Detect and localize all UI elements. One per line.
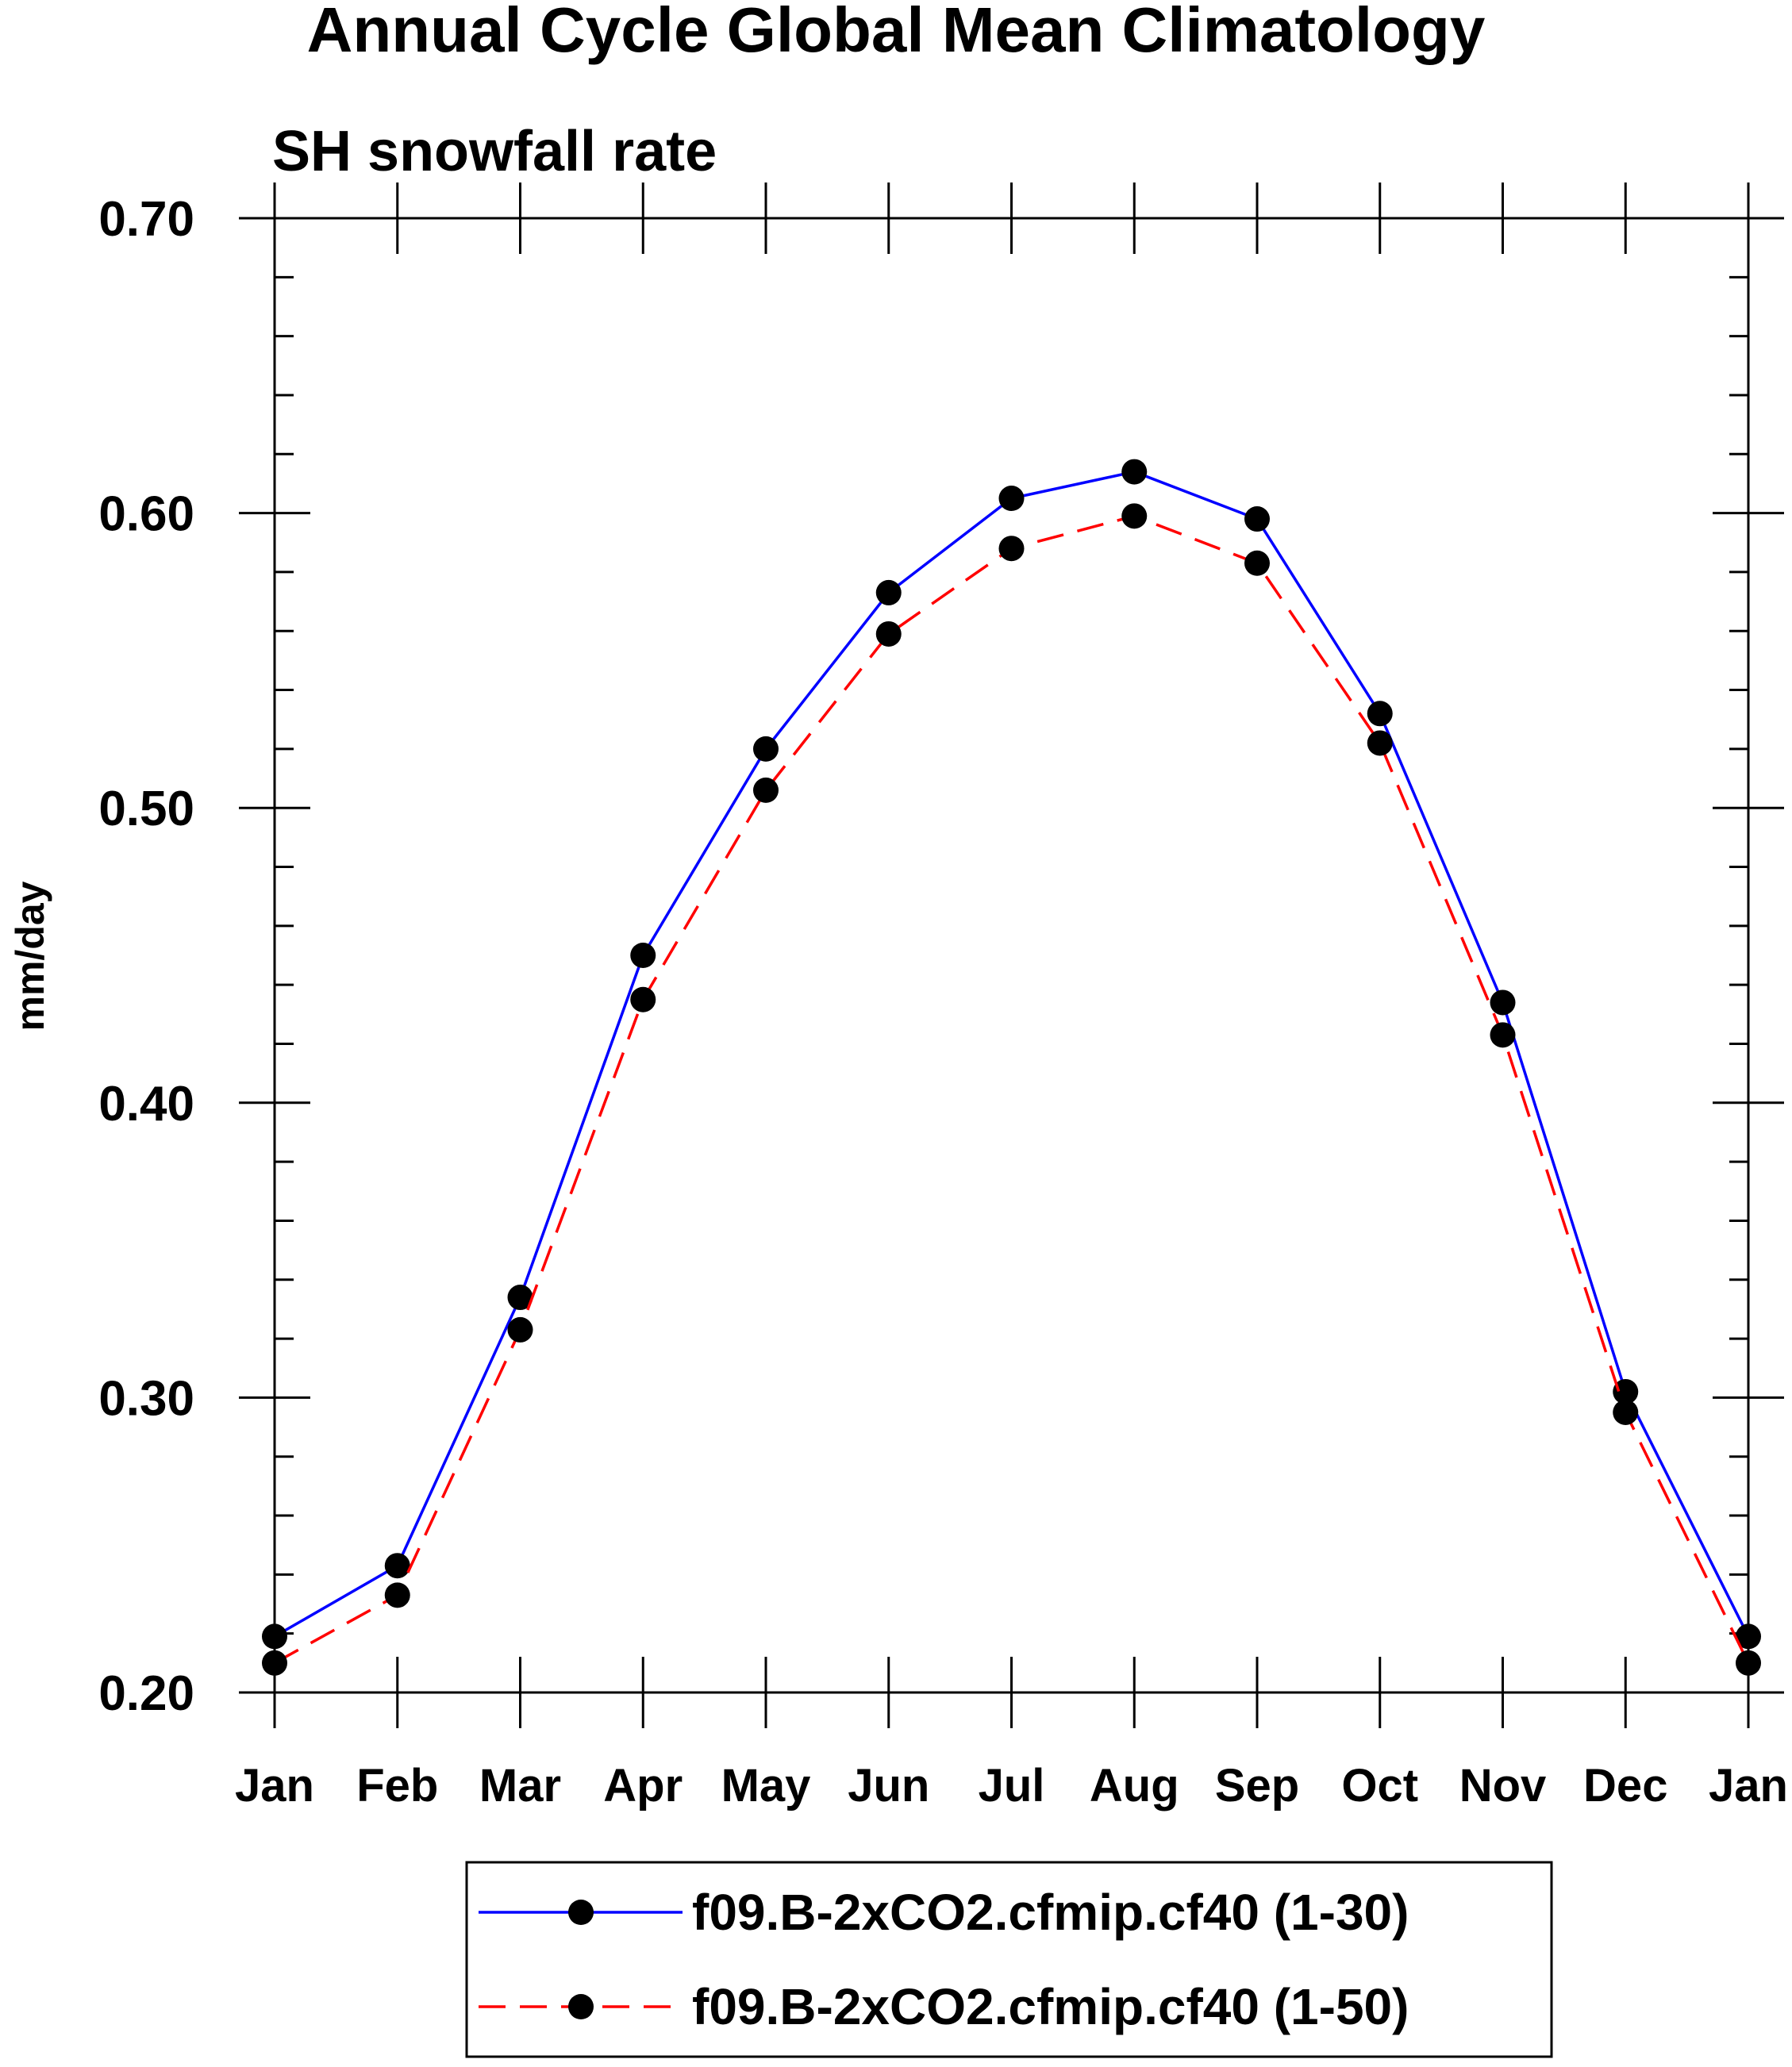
series-line bbox=[274, 514, 1750, 1665]
data-point bbox=[262, 1623, 287, 1650]
x-tick-label: Aug bbox=[1090, 1760, 1179, 1812]
x-tick-label: Sep bbox=[1215, 1760, 1299, 1812]
x-tick-label: Jan bbox=[1709, 1760, 1788, 1812]
y-axis-label: mm/day bbox=[8, 881, 52, 1031]
x-tick-label: Jul bbox=[979, 1760, 1045, 1812]
y-tick-label: 0.50 bbox=[98, 782, 194, 836]
y-tick-label: 0.30 bbox=[98, 1371, 194, 1426]
data-point bbox=[1490, 989, 1516, 1016]
data-point bbox=[384, 1582, 410, 1608]
data-point bbox=[1244, 550, 1270, 576]
x-tick-label: Jan bbox=[235, 1760, 314, 1812]
chart-title: Annual Cycle Global Mean Climatology bbox=[307, 0, 1486, 65]
data-point bbox=[1490, 1022, 1516, 1048]
data-point bbox=[1121, 459, 1148, 485]
x-tick-label: Jun bbox=[848, 1760, 929, 1812]
x-tick-label: May bbox=[721, 1760, 811, 1812]
legend-items: f09.B-2xCO2.cfmip.cf40 (1-30) f09.B-2xCO2… bbox=[479, 1884, 1409, 2035]
legend-marker bbox=[568, 1900, 594, 1925]
legend: f09.B-2xCO2.cfmip.cf40 (1-30) f09.B-2xCO2… bbox=[465, 1861, 1553, 2058]
data-point bbox=[384, 1553, 410, 1579]
data-point bbox=[630, 986, 656, 1012]
x-tick-label: Nov bbox=[1459, 1760, 1547, 1812]
data-point bbox=[1736, 1623, 1761, 1650]
y-tick-label: 0.70 bbox=[98, 192, 194, 247]
x-tick-label: Mar bbox=[479, 1760, 561, 1812]
legend-marker bbox=[568, 1994, 594, 2019]
x-tick-label: Oct bbox=[1341, 1760, 1418, 1812]
plot-frame bbox=[273, 217, 1750, 1694]
data-point bbox=[630, 943, 656, 968]
data-point bbox=[753, 777, 779, 803]
data-point bbox=[1121, 503, 1148, 529]
data-point bbox=[507, 1316, 533, 1343]
data-point bbox=[875, 620, 902, 647]
y-tick-label: 0.60 bbox=[98, 487, 194, 542]
data-point bbox=[753, 736, 779, 762]
y-axis-ticks: 0.20 0.30 0.40 0.50 0.60 0.70 bbox=[98, 192, 1784, 1721]
series-line bbox=[274, 470, 1750, 1638]
data-point bbox=[1367, 730, 1393, 756]
series-layer bbox=[262, 459, 1761, 1676]
data-point bbox=[1613, 1399, 1639, 1425]
data-point bbox=[1244, 506, 1270, 532]
legend-label: f09.B-2xCO2.cfmip.cf40 (1-50) bbox=[692, 1978, 1409, 2035]
data-point bbox=[262, 1650, 287, 1676]
data-point bbox=[998, 536, 1025, 562]
data-point bbox=[507, 1285, 533, 1311]
y-tick-label: 0.40 bbox=[98, 1077, 194, 1131]
data-point bbox=[1736, 1650, 1761, 1676]
data-point bbox=[875, 579, 902, 605]
x-tick-label: Feb bbox=[356, 1760, 438, 1812]
data-point bbox=[998, 486, 1025, 512]
series-2 bbox=[262, 503, 1761, 1676]
data-point bbox=[1367, 701, 1393, 727]
x-tick-label: Apr bbox=[603, 1760, 683, 1812]
chart-subtitle: SH snowfall rate bbox=[272, 120, 717, 183]
y-tick-label: 0.20 bbox=[98, 1666, 194, 1721]
legend-box bbox=[465, 1861, 1553, 2058]
x-tick-label: Dec bbox=[1583, 1760, 1667, 1812]
legend-label: f09.B-2xCO2.cfmip.cf40 (1-30) bbox=[692, 1884, 1409, 1941]
x-axis-ticks: Jan Feb Mar Apr May Jun Jul Aug Sep Oct Nov Dec Jan bbox=[235, 182, 1788, 1812]
series-1 bbox=[262, 459, 1761, 1650]
data-point bbox=[1613, 1378, 1639, 1404]
